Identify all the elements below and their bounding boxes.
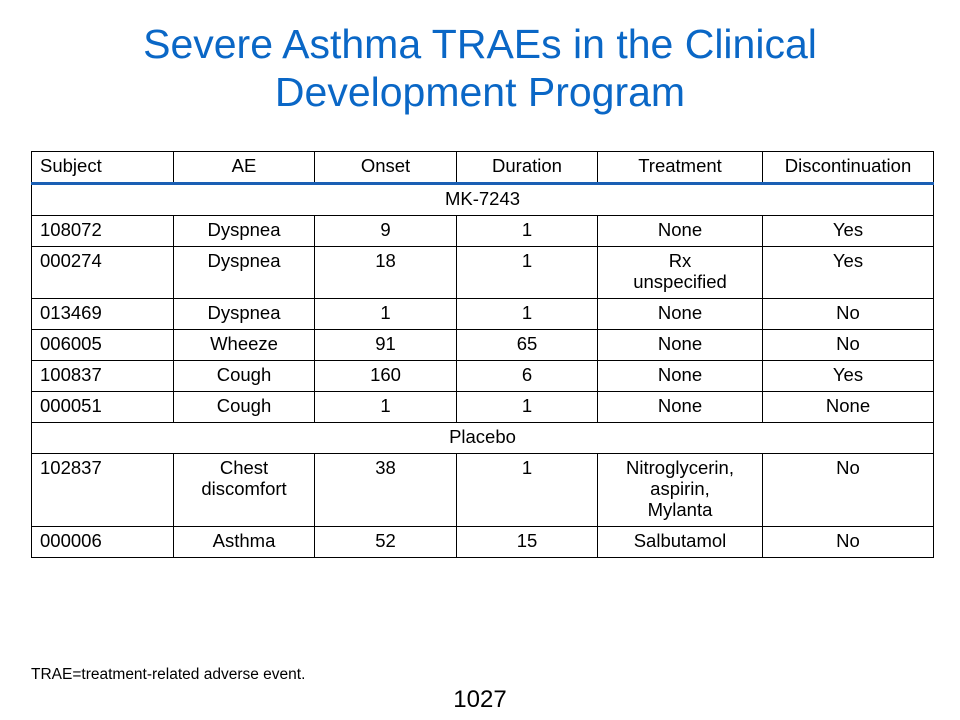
cell-discontinuation: Yes	[762, 215, 934, 247]
table-header-row: Subject AE Onset Duration Treatment Disc…	[31, 151, 934, 185]
cell-duration: 65	[456, 329, 598, 361]
cell-onset: 91	[314, 329, 457, 361]
header-onset: Onset	[314, 151, 457, 185]
cell-ae: Dyspnea	[173, 215, 315, 247]
cell-treatment: None	[597, 329, 763, 361]
cell-duration: 6	[456, 360, 598, 392]
table-row: 102837 Chest discomfort 38 1 Nitroglycerin, as…	[31, 453, 934, 527]
cell-discontinuation: No	[762, 298, 934, 330]
cell-discontinuation: Yes	[762, 246, 934, 299]
slide-title-line-2: Development Program	[274, 69, 686, 115]
table-row: 000006 Asthma 52 15 Salbutamol No	[31, 526, 934, 558]
cell-treatment: None	[597, 391, 763, 423]
table-row: 100837 Cough 160 6 None Yes	[31, 360, 934, 392]
cell-treatment: Nitroglycerin, aspirin, Mylanta	[597, 453, 763, 527]
group-label: MK-7243	[31, 183, 934, 216]
cell-discontinuation: No	[762, 526, 934, 558]
cell-ae: Cough	[173, 360, 315, 392]
cell-ae: Wheeze	[173, 329, 315, 361]
cell-duration: 1	[456, 298, 598, 330]
table-body: MK-7243 108072 Dyspnea 9 1 None Yes 000274 Dyspn…	[31, 183, 934, 558]
table-row: 000051 Cough 1 1 None None	[31, 391, 934, 423]
cell-ae: Dyspnea	[173, 246, 315, 299]
cell-onset: 52	[314, 526, 457, 558]
cell-discontinuation: No	[762, 453, 934, 527]
cell-ae: Dyspnea	[173, 298, 315, 330]
cell-duration: 1	[456, 215, 598, 247]
footnote: TRAE=treatment-related adverse event.	[31, 666, 306, 683]
cell-treatment: Salbutamol	[597, 526, 763, 558]
cell-duration: 1	[456, 391, 598, 423]
table-row: 013469 Dyspnea 1 1 None No	[31, 298, 934, 330]
slide-title: Severe Asthma TRAEs in the Clinical Deve…	[40, 20, 920, 116]
cell-onset: 38	[314, 453, 457, 527]
cell-duration: 15	[456, 526, 598, 558]
slide-title-line-1: Severe Asthma TRAEs in the Clinical	[143, 21, 817, 67]
cell-duration: 1	[456, 246, 598, 299]
cell-subject: 013469	[31, 298, 174, 330]
cell-subject: 108072	[31, 215, 174, 247]
cell-treatment: Rx unspecified	[597, 246, 763, 299]
cell-onset: 1	[314, 298, 457, 330]
cell-subject: 006005	[31, 329, 174, 361]
table-row: 000274 Dyspnea 18 1 Rx unspecified Yes	[31, 246, 934, 299]
cell-treatment: None	[597, 298, 763, 330]
cell-discontinuation: Yes	[762, 360, 934, 392]
cell-subject: 100837	[31, 360, 174, 392]
group-row: Placebo	[31, 422, 934, 454]
table-row: 006005 Wheeze 91 65 None No	[31, 329, 934, 361]
cell-onset: 1	[314, 391, 457, 423]
cell-ae: Chest discomfort	[173, 453, 315, 527]
table-row: 108072 Dyspnea 9 1 None Yes	[31, 215, 934, 247]
header-discontinuation: Discontinuation	[762, 151, 934, 185]
group-label: Placebo	[31, 422, 934, 454]
trae-table: Subject AE Onset Duration Treatment Disc…	[31, 151, 934, 558]
cell-ae: Asthma	[173, 526, 315, 558]
cell-duration: 1	[456, 453, 598, 527]
cell-treatment: None	[597, 215, 763, 247]
cell-onset: 18	[314, 246, 457, 299]
cell-discontinuation: None	[762, 391, 934, 423]
page-number: 1027	[453, 686, 507, 713]
header-ae: AE	[173, 151, 315, 185]
cell-onset: 9	[314, 215, 457, 247]
cell-onset: 160	[314, 360, 457, 392]
header-subject: Subject	[31, 151, 174, 185]
group-row: MK-7243	[31, 183, 934, 216]
cell-subject: 102837	[31, 453, 174, 527]
cell-discontinuation: No	[762, 329, 934, 361]
cell-treatment: None	[597, 360, 763, 392]
cell-subject: 000051	[31, 391, 174, 423]
cell-subject: 000006	[31, 526, 174, 558]
cell-ae: Cough	[173, 391, 315, 423]
header-duration: Duration	[456, 151, 598, 185]
header-treatment: Treatment	[597, 151, 763, 185]
cell-subject: 000274	[31, 246, 174, 299]
